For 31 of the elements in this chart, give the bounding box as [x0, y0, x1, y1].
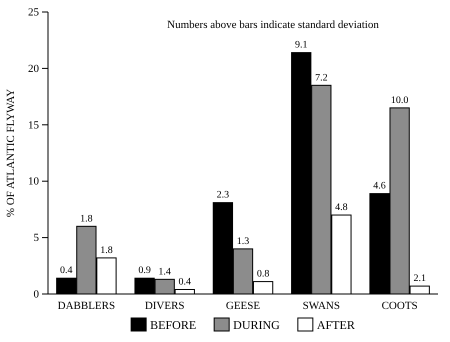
annotation: Numbers above bars indicate standard deviation — [167, 19, 380, 31]
y-tick-label: 10 — [28, 176, 40, 188]
annotation: 7.2 — [315, 72, 328, 84]
y-tick-label: 20 — [28, 62, 40, 75]
annotation: 2.3 — [216, 190, 230, 201]
annotation: 1.8 — [100, 244, 113, 256]
y-tick-label: 15 — [28, 119, 40, 132]
annotation: 0.4 — [60, 265, 73, 276]
annotation: 1.4 — [158, 266, 171, 278]
annotation: 10.0 — [390, 94, 408, 106]
annotation: 9.1 — [294, 40, 308, 51]
x-tick-label: GEESE — [226, 300, 260, 312]
x-tick-label: DIVERS — [144, 300, 185, 312]
annotation: 0.9 — [138, 265, 151, 276]
annotation: 0.8 — [256, 268, 270, 280]
legend-label: BEFORE — [150, 318, 196, 332]
annotation: 1.3 — [236, 236, 250, 247]
legend-label: DURING — [233, 318, 280, 332]
annotation: 0.4 — [178, 276, 192, 288]
x-tick-label: SWANS — [302, 300, 340, 312]
x-tick-label: DABBLERS — [58, 300, 116, 312]
annotation: 2.1 — [413, 273, 426, 284]
annotation: 4.8 — [335, 202, 348, 214]
legend-label: AFTER — [316, 318, 355, 332]
y-tick-label: 0 — [34, 288, 40, 301]
y-tick-label: 25 — [28, 6, 40, 19]
annotation: 1.8 — [80, 213, 93, 224]
x-tick-label: COOTS — [382, 300, 418, 312]
y-tick-label: 5 — [34, 232, 40, 244]
y-axis-title: % OF ATLANTIC FLYWAY — [5, 88, 17, 218]
annotation: 4.6 — [373, 180, 386, 192]
